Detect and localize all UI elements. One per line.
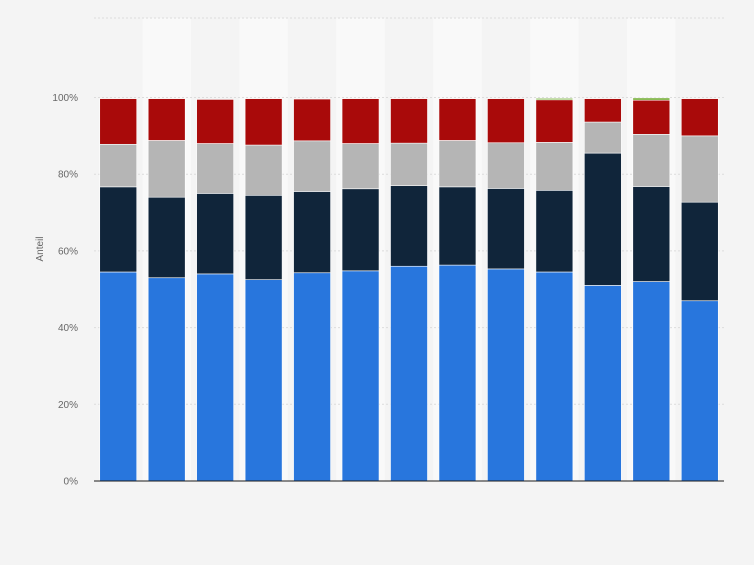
bar-segment-series-1 bbox=[487, 268, 525, 482]
y-tick-label: 80% bbox=[58, 170, 78, 181]
bar-segment-series-2 bbox=[244, 194, 283, 280]
bar-segment-series-1 bbox=[584, 285, 622, 482]
bar-segment-series-2 bbox=[438, 186, 477, 266]
bar-segment-series-1 bbox=[535, 271, 574, 482]
bar-segment-series-4 bbox=[584, 98, 622, 123]
bar-segment-series-3 bbox=[147, 140, 186, 198]
bar-segment-series-3 bbox=[293, 140, 331, 192]
bar-segment-series-2 bbox=[293, 191, 331, 274]
bar-segment-series-1 bbox=[438, 264, 477, 482]
bar-segment-series-2 bbox=[147, 196, 186, 279]
bar-segment-series-4 bbox=[196, 99, 234, 144]
bar-segment-series-1 bbox=[680, 300, 719, 482]
bar-segment-series-2 bbox=[584, 152, 622, 286]
y-tick-label: 100% bbox=[52, 93, 78, 104]
bar-segment-series-4 bbox=[99, 98, 138, 145]
bar-segment-series-3 bbox=[680, 135, 719, 203]
bar-segment-series-3 bbox=[196, 143, 234, 194]
bar-segment-series-4 bbox=[390, 98, 428, 144]
bar-segment-series-2 bbox=[535, 190, 574, 273]
bar-segment-series-3 bbox=[99, 143, 138, 188]
bar-segment-series-4 bbox=[535, 99, 574, 143]
bar-segment-series-1 bbox=[196, 273, 234, 482]
bar-segment-series-4 bbox=[438, 98, 477, 141]
bar-segment-series-4 bbox=[680, 98, 719, 137]
bar-segment-series-3 bbox=[438, 140, 477, 188]
bar-segment-series-1 bbox=[632, 281, 671, 482]
bar-segment-series-4 bbox=[244, 98, 283, 146]
bar-segment-series-1 bbox=[341, 270, 380, 482]
bar-segment-series-1 bbox=[99, 271, 138, 482]
y-axis-title: Anteil bbox=[35, 236, 46, 261]
bar-segment-series-2 bbox=[196, 193, 234, 275]
bar-segment-series-5 bbox=[632, 97, 671, 101]
bar-segment-series-4 bbox=[293, 98, 331, 142]
y-tick-label: 20% bbox=[58, 400, 78, 411]
bar-segment-series-5 bbox=[535, 97, 574, 101]
y-tick-label: 40% bbox=[58, 323, 78, 334]
y-tick-label: 60% bbox=[58, 246, 78, 257]
y-tick-label: 0% bbox=[64, 477, 79, 488]
bar-segment-series-2 bbox=[390, 185, 428, 267]
bar-segment-series-4 bbox=[147, 98, 186, 141]
bar-segment-series-2 bbox=[99, 186, 138, 273]
bar-segment-series-4 bbox=[632, 99, 671, 135]
bar-segment-series-4 bbox=[341, 98, 380, 144]
bar-segment-series-3 bbox=[584, 121, 622, 154]
bar-segment-series-4 bbox=[487, 98, 525, 144]
bar-segment-series-3 bbox=[632, 134, 671, 187]
bar-segment-series-1 bbox=[244, 279, 283, 482]
bar-segment-series-2 bbox=[680, 201, 719, 302]
bar-segment-series-3 bbox=[535, 142, 574, 191]
bar-segment-series-1 bbox=[390, 265, 428, 482]
bar-segment-series-2 bbox=[632, 186, 671, 282]
bar-segment-series-3 bbox=[487, 142, 525, 189]
bar-segment-series-1 bbox=[147, 277, 186, 482]
bar-segment-series-3 bbox=[244, 144, 283, 196]
bar-segment-series-1 bbox=[293, 272, 331, 482]
bar-segment-series-2 bbox=[341, 188, 380, 272]
bar-segment-series-2 bbox=[487, 188, 525, 270]
bar-segment-series-3 bbox=[390, 142, 428, 187]
bar-segment-series-3 bbox=[341, 143, 380, 190]
